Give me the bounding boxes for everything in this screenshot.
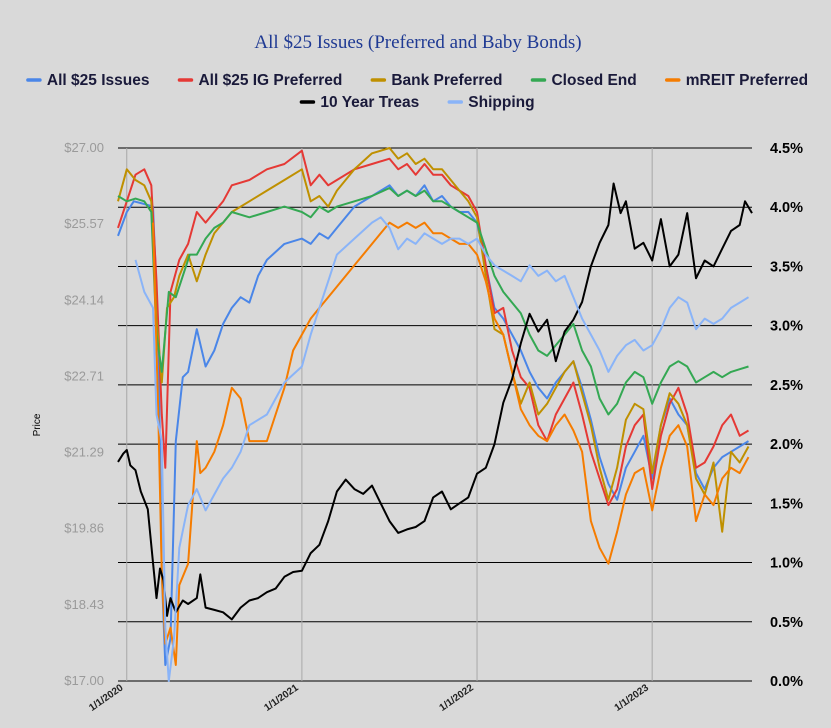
chart-series-lines [117, 147, 753, 682]
left-tick-label: $19.86 [64, 521, 104, 536]
left-tick-label: $22.71 [64, 368, 104, 383]
legend-label-mreit-preferred: mREIT Preferred [686, 72, 808, 89]
x-tick-label: 1/1/2021 [262, 682, 301, 714]
series-line-10-year-treas [117, 182, 753, 621]
series-line-shipping [134, 216, 750, 682]
right-tick-label: 4.5% [770, 141, 803, 157]
legend-label-10-year-treas: 10 Year Treas [320, 94, 419, 111]
right-tick-label: 1.0% [770, 556, 803, 572]
right-axis-ticks: 4.5% 4.0% 3.5% 3.0% 2.5% 2.0% 1.5% 1.0% 0.5% 0.0% [770, 141, 803, 690]
right-tick-label: 4.0% [770, 200, 803, 216]
x-tick-label: 1/1/2022 [438, 682, 477, 714]
right-tick-label: 2.0% [770, 437, 803, 453]
right-tick-label: 2.5% [770, 378, 803, 394]
left-tick-label: $24.14 [64, 292, 104, 307]
series-line-closed-end [117, 187, 749, 416]
left-tick-label: $17.00 [64, 673, 104, 688]
legend-label-closed-end: Closed End [551, 72, 636, 89]
series-line-all-25-issues [117, 184, 750, 666]
left-axis-ticks: $27.00 $25.57 $24.14 $22.71 $21.29 $19.86 $18.… [64, 140, 104, 688]
right-tick-label: 3.0% [770, 319, 803, 335]
left-tick-label: $25.57 [64, 216, 104, 231]
x-tick-label: 1/1/2023 [613, 682, 652, 714]
left-tick-label: $27.00 [64, 140, 104, 155]
left-tick-label: $18.43 [64, 597, 104, 612]
chart-legend: All $25 Issues All $25 IG Preferred Bank P… [26, 72, 808, 111]
legend-label-all-25-ig-preferred: All $25 IG Preferred [198, 72, 342, 89]
right-tick-label: 0.0% [770, 674, 803, 690]
legend-label-all-25-issues: All $25 Issues [47, 72, 150, 89]
left-tick-label: $21.29 [64, 445, 104, 460]
chart-title: All $25 Issues (Preferred and Baby Bonds… [254, 32, 581, 53]
series-line-bank-preferred [117, 147, 750, 533]
right-tick-label: 0.5% [770, 615, 803, 631]
x-axis-ticks: 1/1/2020 1/1/2021 1/1/2022 1/1/2023 [87, 682, 651, 714]
y-axis-label: Price [32, 413, 43, 436]
right-tick-label: 1.5% [770, 496, 803, 512]
series-line-all-25-ig-preferred [117, 149, 750, 507]
legend-label-bank-preferred: Bank Preferred [391, 72, 502, 89]
right-tick-label: 3.5% [770, 259, 803, 275]
legend-label-shipping: Shipping [468, 94, 534, 111]
